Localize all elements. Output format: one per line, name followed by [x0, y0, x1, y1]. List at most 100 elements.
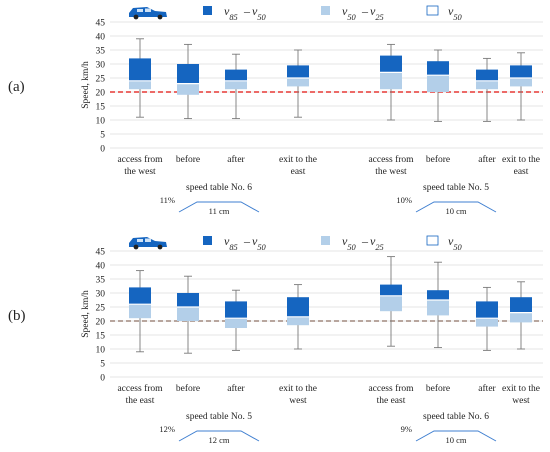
- car-icon: [129, 7, 167, 20]
- box-3: after: [225, 53, 247, 165]
- width-label: 12 cm: [208, 435, 229, 445]
- legend-swatch-v50-v25: [321, 236, 330, 245]
- box-v85-v50: [510, 65, 532, 78]
- y-tick-label: 10: [96, 346, 106, 356]
- box-v50-v25: [510, 312, 532, 323]
- speed-table-profile: [178, 201, 260, 213]
- box-v85-v50: [225, 301, 247, 319]
- legend-label-v50c: v50: [448, 234, 463, 252]
- legend-label-v50b: v50: [342, 234, 357, 252]
- box-v50-v25: [510, 78, 532, 87]
- box-4: exit to the east: [279, 49, 317, 177]
- category-label: access from: [117, 154, 163, 165]
- y-tick-label: 45: [96, 19, 106, 29]
- legend-label-v85: v85: [224, 234, 238, 252]
- y-axis-label: Speed, km/h: [81, 290, 91, 338]
- box-v85-v50: [380, 55, 402, 73]
- category-label: east: [514, 167, 529, 177]
- slope-label: 12%: [159, 424, 175, 434]
- legend-dash: –: [361, 4, 369, 18]
- box-v50-v25: [177, 307, 199, 321]
- width-label: 10 cm: [445, 435, 466, 445]
- y-tick-label: 0: [100, 145, 105, 155]
- legend-label-v50c: v50: [448, 4, 463, 22]
- box-v50-v25: [225, 318, 247, 328]
- legend-dash: –: [243, 4, 251, 18]
- y-tick-label: 25: [96, 75, 106, 85]
- box-4: exit to the east: [502, 52, 540, 177]
- speed-table-label: speed table No. 5: [186, 412, 252, 422]
- box-2: before: [176, 43, 200, 165]
- group-2: access from the east before after exit to th…: [368, 256, 540, 445]
- y-tick-label: 20: [96, 89, 106, 99]
- box-1: access from the east: [368, 256, 414, 406]
- legend: v85– v50 v50– v25 v50: [129, 234, 463, 252]
- legend-swatch-v85-v50: [203, 236, 212, 245]
- category-label: before: [176, 154, 200, 165]
- box-3: after: [225, 289, 247, 394]
- speed-table-label: speed table No. 6: [423, 412, 489, 422]
- box-v50-v25: [427, 75, 449, 92]
- box-v85-v50: [287, 65, 309, 78]
- box-4: exit to the west: [279, 284, 317, 406]
- y-tick-label: 15: [96, 332, 106, 342]
- box-v50-v25: [476, 80, 498, 90]
- box-v85-v50: [129, 287, 151, 305]
- box-2: before: [176, 275, 200, 394]
- category-label: exit to the: [279, 384, 317, 394]
- box-v85-v50: [177, 64, 199, 84]
- slope-label: 10%: [396, 195, 412, 205]
- legend-label-v50a: v50: [252, 4, 267, 22]
- y-tick-label: 15: [96, 103, 106, 113]
- y-tick-label: 35: [96, 47, 106, 57]
- category-label: the west: [375, 167, 407, 177]
- y-tick-label: 35: [96, 276, 106, 286]
- box-1: access from the west: [368, 43, 414, 177]
- width-label: 10 cm: [445, 206, 466, 216]
- panel-label: (a): [8, 79, 25, 95]
- category-label: exit to the: [502, 155, 540, 165]
- speed-table-profile: [415, 430, 497, 442]
- box-1: access from the east: [117, 270, 163, 406]
- box-v85-v50: [177, 293, 199, 307]
- y-tick-label: 45: [96, 248, 106, 258]
- speed-table-profile: [415, 201, 497, 213]
- category-label: access from: [368, 154, 414, 165]
- legend-label-v25: v25: [370, 4, 384, 22]
- box-v50-v25: [287, 78, 309, 87]
- category-label: the east: [126, 396, 155, 406]
- slope-label: 9%: [401, 424, 412, 434]
- y-tick-label: 25: [96, 304, 106, 314]
- box-v85-v50: [476, 301, 498, 319]
- box-v50-v25: [225, 80, 247, 90]
- slope-label: 11%: [160, 195, 175, 205]
- category-label: access from: [368, 383, 414, 394]
- panel-label: (b): [8, 308, 26, 324]
- y-tick-label: 0: [100, 374, 105, 384]
- speed-table-label: speed table No. 5: [423, 183, 489, 193]
- car-icon: [129, 237, 167, 250]
- box-v85-v50: [427, 290, 449, 300]
- category-label: after: [227, 383, 245, 394]
- category-label: after: [478, 383, 496, 394]
- category-label: after: [478, 154, 496, 165]
- box-2: before: [426, 49, 450, 165]
- y-tick-label: 40: [96, 33, 106, 43]
- box-v50-v25: [476, 318, 498, 327]
- box-v50-v25: [287, 316, 309, 326]
- category-label: the east: [377, 396, 406, 406]
- box-3: after: [476, 286, 498, 394]
- box-v50-v25: [380, 72, 402, 90]
- y-tick-label: 40: [96, 262, 106, 272]
- y-tick-label: 20: [96, 318, 106, 328]
- legend-swatch-v85-v50: [203, 6, 212, 15]
- category-label: the west: [124, 167, 156, 177]
- box-v85-v50: [427, 61, 449, 76]
- box-4: exit to the west: [502, 281, 540, 406]
- legend-label-v25: v25: [370, 234, 384, 252]
- y-tick-label: 30: [96, 290, 106, 300]
- category-label: before: [176, 383, 200, 394]
